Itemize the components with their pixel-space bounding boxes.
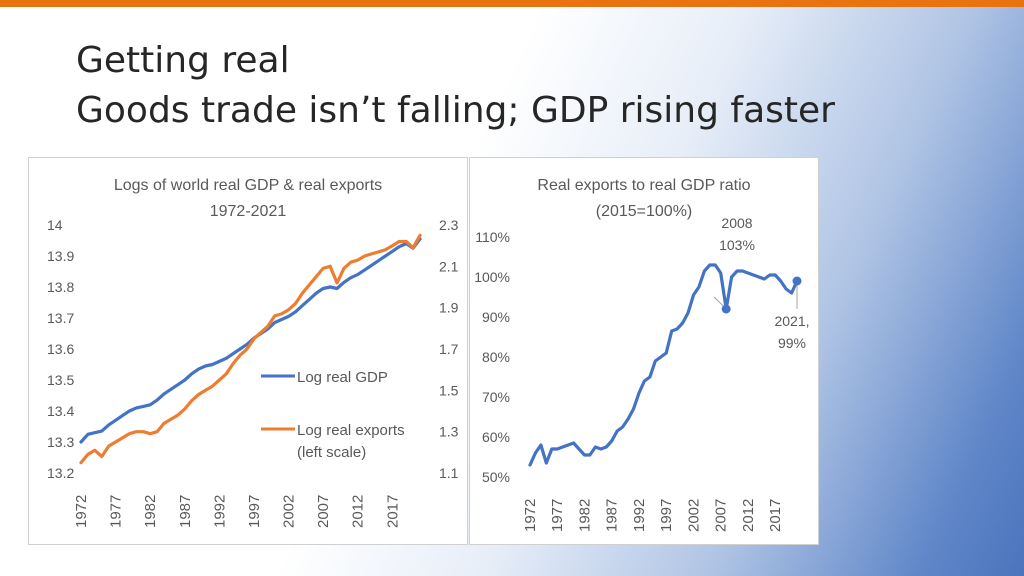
y-axis-tick-label: 60% <box>482 429 510 445</box>
exports-gdp-ratio-line <box>528 263 799 467</box>
x-axis-tick-label: 2007 <box>713 499 730 532</box>
x-axis-tick-label: 1987 <box>177 495 194 528</box>
chart-title: Logs of world real GDP & real exports <box>114 177 382 194</box>
exports-gdp-ratio-chart: Real exports to real GDP ratio (2015=100… <box>474 177 809 532</box>
x-axis-tick-label: 1982 <box>142 495 159 528</box>
y-axis-tick-label: 100% <box>474 269 510 285</box>
x-axis-tick-label: 1972 <box>522 499 539 532</box>
y-axis-tick-label: 90% <box>482 309 510 325</box>
x-axis-tick-label: 1972 <box>73 495 90 528</box>
left-axis-tick-label: 13.7 <box>47 310 74 326</box>
chart-subtitle: 1972-2021 <box>210 203 287 220</box>
legend-exports-label: Log real exports <box>297 422 405 439</box>
left-chart-panel: Logs of world real GDP & real exports 19… <box>28 157 468 545</box>
x-axis-tick-label: 1982 <box>576 499 593 532</box>
chart-subtitle: (2015=100%) <box>596 203 693 220</box>
x-axis-tick-label: 2007 <box>315 495 332 528</box>
x-axis-tick-label: 2017 <box>384 495 401 528</box>
x-axis-tick-label: 2012 <box>350 495 367 528</box>
right-axis-tick-label: 1.7 <box>439 341 459 357</box>
left-axis-tick-label: 13.4 <box>47 403 74 419</box>
annotation-label: 2021, <box>774 313 809 329</box>
x-axis-tick-label: 1977 <box>549 499 566 532</box>
y-axis-tick-label: 70% <box>482 389 510 405</box>
annotation-marker <box>721 304 731 314</box>
right-axis-tick-label: 1.3 <box>439 424 459 440</box>
top-accent-bar <box>0 0 1024 7</box>
left-axis-tick-label: 13.8 <box>47 279 74 295</box>
annotation-label: 2008 <box>721 215 752 231</box>
x-axis-tick-label: 2012 <box>740 499 757 532</box>
legend-gdp-label: Log real GDP <box>297 369 388 386</box>
left-axis-tick-label: 13.2 <box>47 465 74 481</box>
x-axis-tick-label: 1987 <box>604 499 621 532</box>
log-real-exports-line <box>79 233 422 465</box>
annotation-value: 103% <box>719 237 755 253</box>
logs-gdp-exports-chart: Logs of world real GDP & real exports 19… <box>47 177 459 528</box>
x-axis-tick-label: 2002 <box>281 495 298 528</box>
right-axis-tick-label: 1.5 <box>439 382 459 398</box>
left-axis-tick-label: 13.3 <box>47 434 74 450</box>
left-axis-tick-label: 13.5 <box>47 372 74 388</box>
x-axis-tick-label: 2017 <box>767 499 784 532</box>
x-axis-tick-label: 1992 <box>211 495 228 528</box>
y-axis-tick-label: 110% <box>475 229 510 245</box>
x-axis-tick-label: 1997 <box>246 495 263 528</box>
x-axis-tick-label: 1977 <box>108 495 125 528</box>
chart-title: Real exports to real GDP ratio <box>537 177 750 194</box>
title-line-2: Goods trade isn’t falling; GDP rising fa… <box>76 90 835 131</box>
y-axis-tick-label: 80% <box>482 349 510 365</box>
x-axis-tick-label: 1997 <box>658 499 675 532</box>
slide-title: Getting real Goods trade isn’t falling; … <box>76 36 835 136</box>
right-axis-tick-label: 2.1 <box>439 258 459 274</box>
log-real-gdp-line <box>79 237 422 444</box>
left-axis-tick-label: 13.6 <box>47 341 74 357</box>
x-axis-tick-label: 2002 <box>685 499 702 532</box>
right-chart-panel: Real exports to real GDP ratio (2015=100… <box>469 157 819 545</box>
right-axis-tick-label: 1.1 <box>439 465 459 481</box>
left-axis-tick-label: 13.9 <box>47 248 74 264</box>
left-axis-tick-label: 14 <box>47 217 63 233</box>
right-axis-tick-label: 2.3 <box>439 217 459 233</box>
right-axis-tick-label: 1.9 <box>439 300 459 316</box>
legend-exports-sublabel: (left scale) <box>297 444 366 461</box>
annotation-value: 99% <box>778 335 806 351</box>
x-axis-tick-label: 1992 <box>631 499 648 532</box>
title-line-1: Getting real <box>76 40 290 81</box>
annotation-marker <box>792 276 802 286</box>
y-axis-tick-label: 50% <box>482 469 510 485</box>
